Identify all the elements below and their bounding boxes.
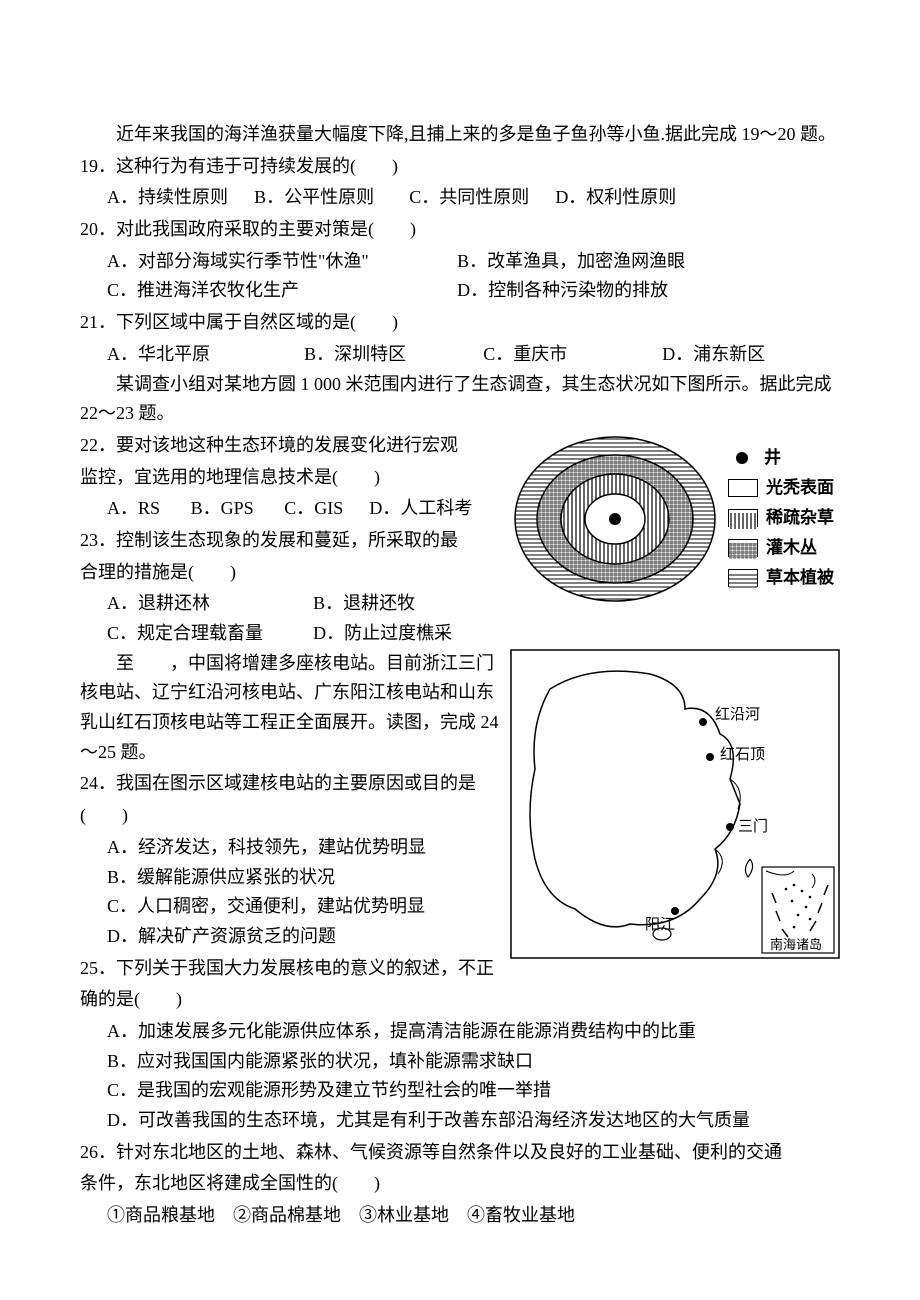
q20-opt-c: C．推进海洋农牧化生产: [107, 276, 431, 306]
intro-22-23: 某调查小组对某地方圆 1 000 米范围内进行了生态调查，其生态状况如下图所示。…: [80, 370, 840, 429]
map-label-hongshiding: 红石顶: [720, 746, 765, 763]
q21-opt-d: D．浦东新区: [662, 344, 765, 364]
q26-items: ①商品粮基地 ②商品棉基地 ③林业基地 ④畜牧业基地: [80, 1201, 840, 1231]
q20-options-row1: A．对部分海域实行季节性"休渔" B．改革渔具，加密渔网渔眼: [80, 247, 840, 277]
q19-opt-d: D．权利性原则: [555, 187, 676, 207]
legend-sparse-label: 稀疏杂草: [766, 504, 834, 532]
legend-shrub-label: 灌木丛: [766, 534, 817, 562]
q21-options: A．华北平原 B．深圳特区 C．重庆市 D．浦东新区: [80, 340, 840, 370]
q23-opt-d: D．防止过度樵采: [313, 623, 452, 643]
ecology-svg: [510, 429, 720, 609]
legend-bare: 光秃表面: [728, 474, 834, 502]
q19-opt-b: B．公平性原则: [254, 187, 374, 207]
ecology-diagram: 井 光秃表面 稀疏杂草 灌木丛 草本植被: [510, 429, 840, 609]
q21-stem: 21．下列区域中属于自然区域的是( ): [80, 308, 840, 338]
q25-stem2: 确的是( ): [80, 985, 840, 1015]
q23-opt-b: B．退耕还牧: [313, 593, 415, 613]
q20-stem: 20．对此我国政府采取的主要对策是( ): [80, 215, 840, 245]
q21-opt-a: A．华北平原: [107, 340, 278, 370]
legend-sparse: 稀疏杂草: [728, 504, 834, 532]
q20-options-row2: C．推进海洋农牧化生产 D．控制各种污染物的排放: [80, 276, 840, 306]
q20-opt-b: B．改革渔具，加密渔网渔眼: [457, 251, 685, 271]
q22-opt-c: C．GIS: [284, 498, 343, 518]
q20-opt-a: A．对部分海域实行季节性"休渔": [107, 247, 431, 277]
china-map: 红沿河 红石顶 三门 阳江 南海诸岛: [510, 649, 840, 969]
legend-herb-label: 草本植被: [766, 564, 834, 592]
q26-stem1: 26．针对东北地区的土地、森林、气候资源等自然条件以及良好的工业基础、便利的交通: [80, 1138, 840, 1168]
q19-options: A．持续性原则 B．公平性原则 C．共同性原则 D．权利性原则: [80, 183, 840, 213]
q23-opt-c: C．规定合理载畜量: [107, 619, 287, 649]
q25-opt-b: B．应对我国国内能源紧张的状况，填补能源需求缺口: [80, 1047, 840, 1077]
legend-shrub: 灌木丛: [728, 534, 834, 562]
q26-stem2: 条件，东北地区将建成全国性的( ): [80, 1169, 840, 1199]
q22-opt-b: B．GPS: [191, 498, 254, 518]
q22-opt-a: A．RS: [107, 498, 160, 518]
china-map-svg: 红沿河 红石顶 三门 阳江 南海诸岛: [510, 649, 840, 959]
q19-opt-c: C．共同性原则: [409, 187, 529, 207]
legend-bare-label: 光秃表面: [766, 474, 834, 502]
q22-opt-d: D．人工科考: [369, 498, 472, 518]
q25-opt-c: C．是我国的宏观能源形势及建立节约型社会的唯一举措: [80, 1076, 840, 1106]
page-content: 近年来我国的海洋渔获量大幅度下降,且捕上来的多是鱼子鱼孙等小鱼.据此完成 19～…: [0, 0, 920, 1291]
ecology-legend: 井 光秃表面 稀疏杂草 灌木丛 草本植被: [728, 444, 834, 594]
q19-stem: 19．这种行为有违于可持续发展的( ): [80, 152, 840, 182]
map-label-nanhai: 南海诸岛: [770, 937, 822, 952]
intro-19-20: 近年来我国的海洋渔获量大幅度下降,且捕上来的多是鱼子鱼孙等小鱼.据此完成 19～…: [80, 120, 840, 150]
q23-opt-a: A．退耕还林: [107, 589, 287, 619]
q23-options-row2: C．规定合理载畜量 D．防止过度樵采: [80, 619, 840, 649]
legend-herb: 草本植被: [728, 564, 834, 592]
q25-opt-d: D．可改善我国的生态环境，尤其是有利于改善东部沿海经济发达地区的大气质量: [80, 1106, 840, 1136]
q19-opt-a: A．持续性原则: [107, 187, 228, 207]
q20-opt-d: D．控制各种污染物的排放: [457, 280, 668, 300]
map-label-sanmen: 三门: [738, 818, 768, 835]
legend-well-label: 井: [764, 444, 781, 472]
map-label-yangjiang: 阳江: [645, 916, 675, 933]
legend-well: 井: [728, 444, 834, 472]
q21-opt-c: C．重庆市: [483, 340, 636, 370]
q21-opt-b: B．深圳特区: [304, 340, 457, 370]
map-label-hongyanhe: 红沿河: [715, 706, 760, 723]
q25-opt-a: A．加速发展多元化能源供应体系，提高清洁能源在能源消费结构中的比重: [80, 1017, 840, 1047]
